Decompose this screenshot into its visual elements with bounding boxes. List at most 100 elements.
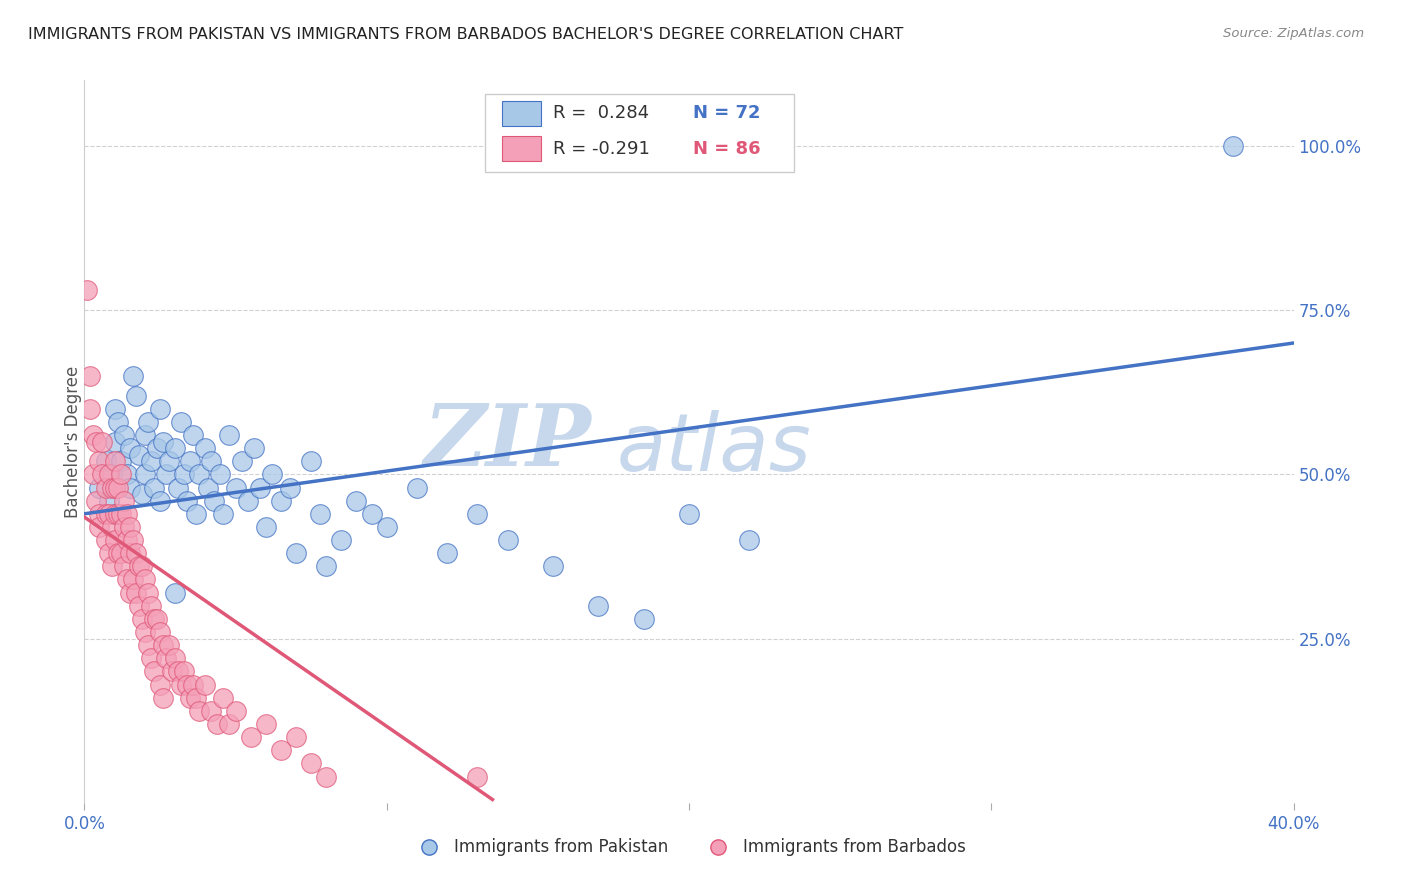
Point — [142, 481, 165, 495]
Point — [100, 520, 122, 534]
Point — [136, 638, 159, 652]
Point — [104, 507, 127, 521]
Point — [115, 533, 138, 547]
Point — [170, 415, 193, 429]
Point — [406, 481, 429, 495]
Point — [173, 467, 195, 482]
Point — [128, 559, 150, 574]
Point — [152, 690, 174, 705]
Point — [236, 493, 259, 508]
Point — [118, 546, 141, 560]
Point — [1222, 139, 1244, 153]
Point — [186, 690, 208, 705]
Text: Source: ZipAtlas.com: Source: ZipAtlas.com — [1223, 27, 1364, 40]
Point — [239, 730, 262, 744]
Text: IMMIGRANTS FROM PAKISTAN VS IMMIGRANTS FROM BARBADOS BACHELOR'S DEGREE CORRELATI: IMMIGRANTS FROM PAKISTAN VS IMMIGRANTS F… — [28, 27, 904, 42]
Point — [146, 441, 169, 455]
Point — [89, 507, 111, 521]
Point — [152, 434, 174, 449]
Point — [254, 717, 277, 731]
Point — [181, 677, 204, 691]
Point — [149, 625, 172, 640]
Point — [375, 520, 398, 534]
Point — [100, 467, 122, 482]
Point — [142, 665, 165, 679]
Point — [115, 573, 138, 587]
Point — [89, 520, 111, 534]
Point — [110, 507, 132, 521]
Point — [152, 638, 174, 652]
Point — [278, 481, 301, 495]
Point — [309, 507, 332, 521]
Point — [142, 612, 165, 626]
Point — [110, 467, 132, 482]
Point — [179, 454, 201, 468]
Point — [149, 493, 172, 508]
Point — [110, 546, 132, 560]
Point — [179, 690, 201, 705]
Point — [155, 651, 177, 665]
Point — [121, 573, 143, 587]
Point — [633, 612, 655, 626]
Point — [94, 454, 117, 468]
Point — [176, 677, 198, 691]
Point — [112, 493, 135, 508]
Point — [91, 434, 114, 449]
Point — [104, 533, 127, 547]
Point — [496, 533, 519, 547]
Point — [200, 454, 222, 468]
Point — [118, 441, 141, 455]
Point — [202, 493, 225, 508]
Point — [104, 454, 127, 468]
Point — [125, 585, 148, 599]
Point — [157, 454, 180, 468]
Point — [212, 507, 235, 521]
Point — [165, 585, 187, 599]
Point — [94, 481, 117, 495]
Point — [209, 467, 232, 482]
Point — [104, 507, 127, 521]
Point — [285, 730, 308, 744]
Point — [155, 467, 177, 482]
Point — [115, 507, 138, 521]
Point — [194, 677, 217, 691]
Point — [146, 612, 169, 626]
Point — [139, 599, 162, 613]
Y-axis label: Bachelor's Degree: Bachelor's Degree — [65, 366, 82, 517]
Point — [207, 717, 229, 731]
Point — [197, 481, 219, 495]
Point — [82, 428, 104, 442]
Point — [97, 467, 120, 482]
Point — [91, 467, 114, 482]
Point — [678, 507, 700, 521]
Point — [173, 665, 195, 679]
Text: R = -0.291: R = -0.291 — [553, 140, 650, 158]
Point — [218, 428, 240, 442]
Text: N = 86: N = 86 — [693, 140, 761, 158]
Point — [94, 507, 117, 521]
Point — [170, 677, 193, 691]
Point — [231, 454, 253, 468]
Point — [79, 368, 101, 383]
Point — [167, 481, 190, 495]
Point — [541, 559, 564, 574]
Point — [588, 599, 610, 613]
Point — [136, 585, 159, 599]
Point — [467, 770, 489, 784]
Point — [131, 487, 153, 501]
Point — [139, 454, 162, 468]
Point — [134, 428, 156, 442]
Point — [104, 481, 127, 495]
Legend: Immigrants from Pakistan, Immigrants from Barbados: Immigrants from Pakistan, Immigrants fro… — [405, 831, 973, 863]
Point — [212, 690, 235, 705]
Point — [218, 717, 240, 731]
Point — [110, 454, 132, 468]
Point — [118, 481, 141, 495]
Point — [97, 546, 120, 560]
Point — [299, 756, 322, 771]
Point — [270, 743, 292, 757]
Point — [167, 665, 190, 679]
Point — [134, 573, 156, 587]
Point — [94, 533, 117, 547]
Text: R =  0.284: R = 0.284 — [553, 104, 648, 122]
